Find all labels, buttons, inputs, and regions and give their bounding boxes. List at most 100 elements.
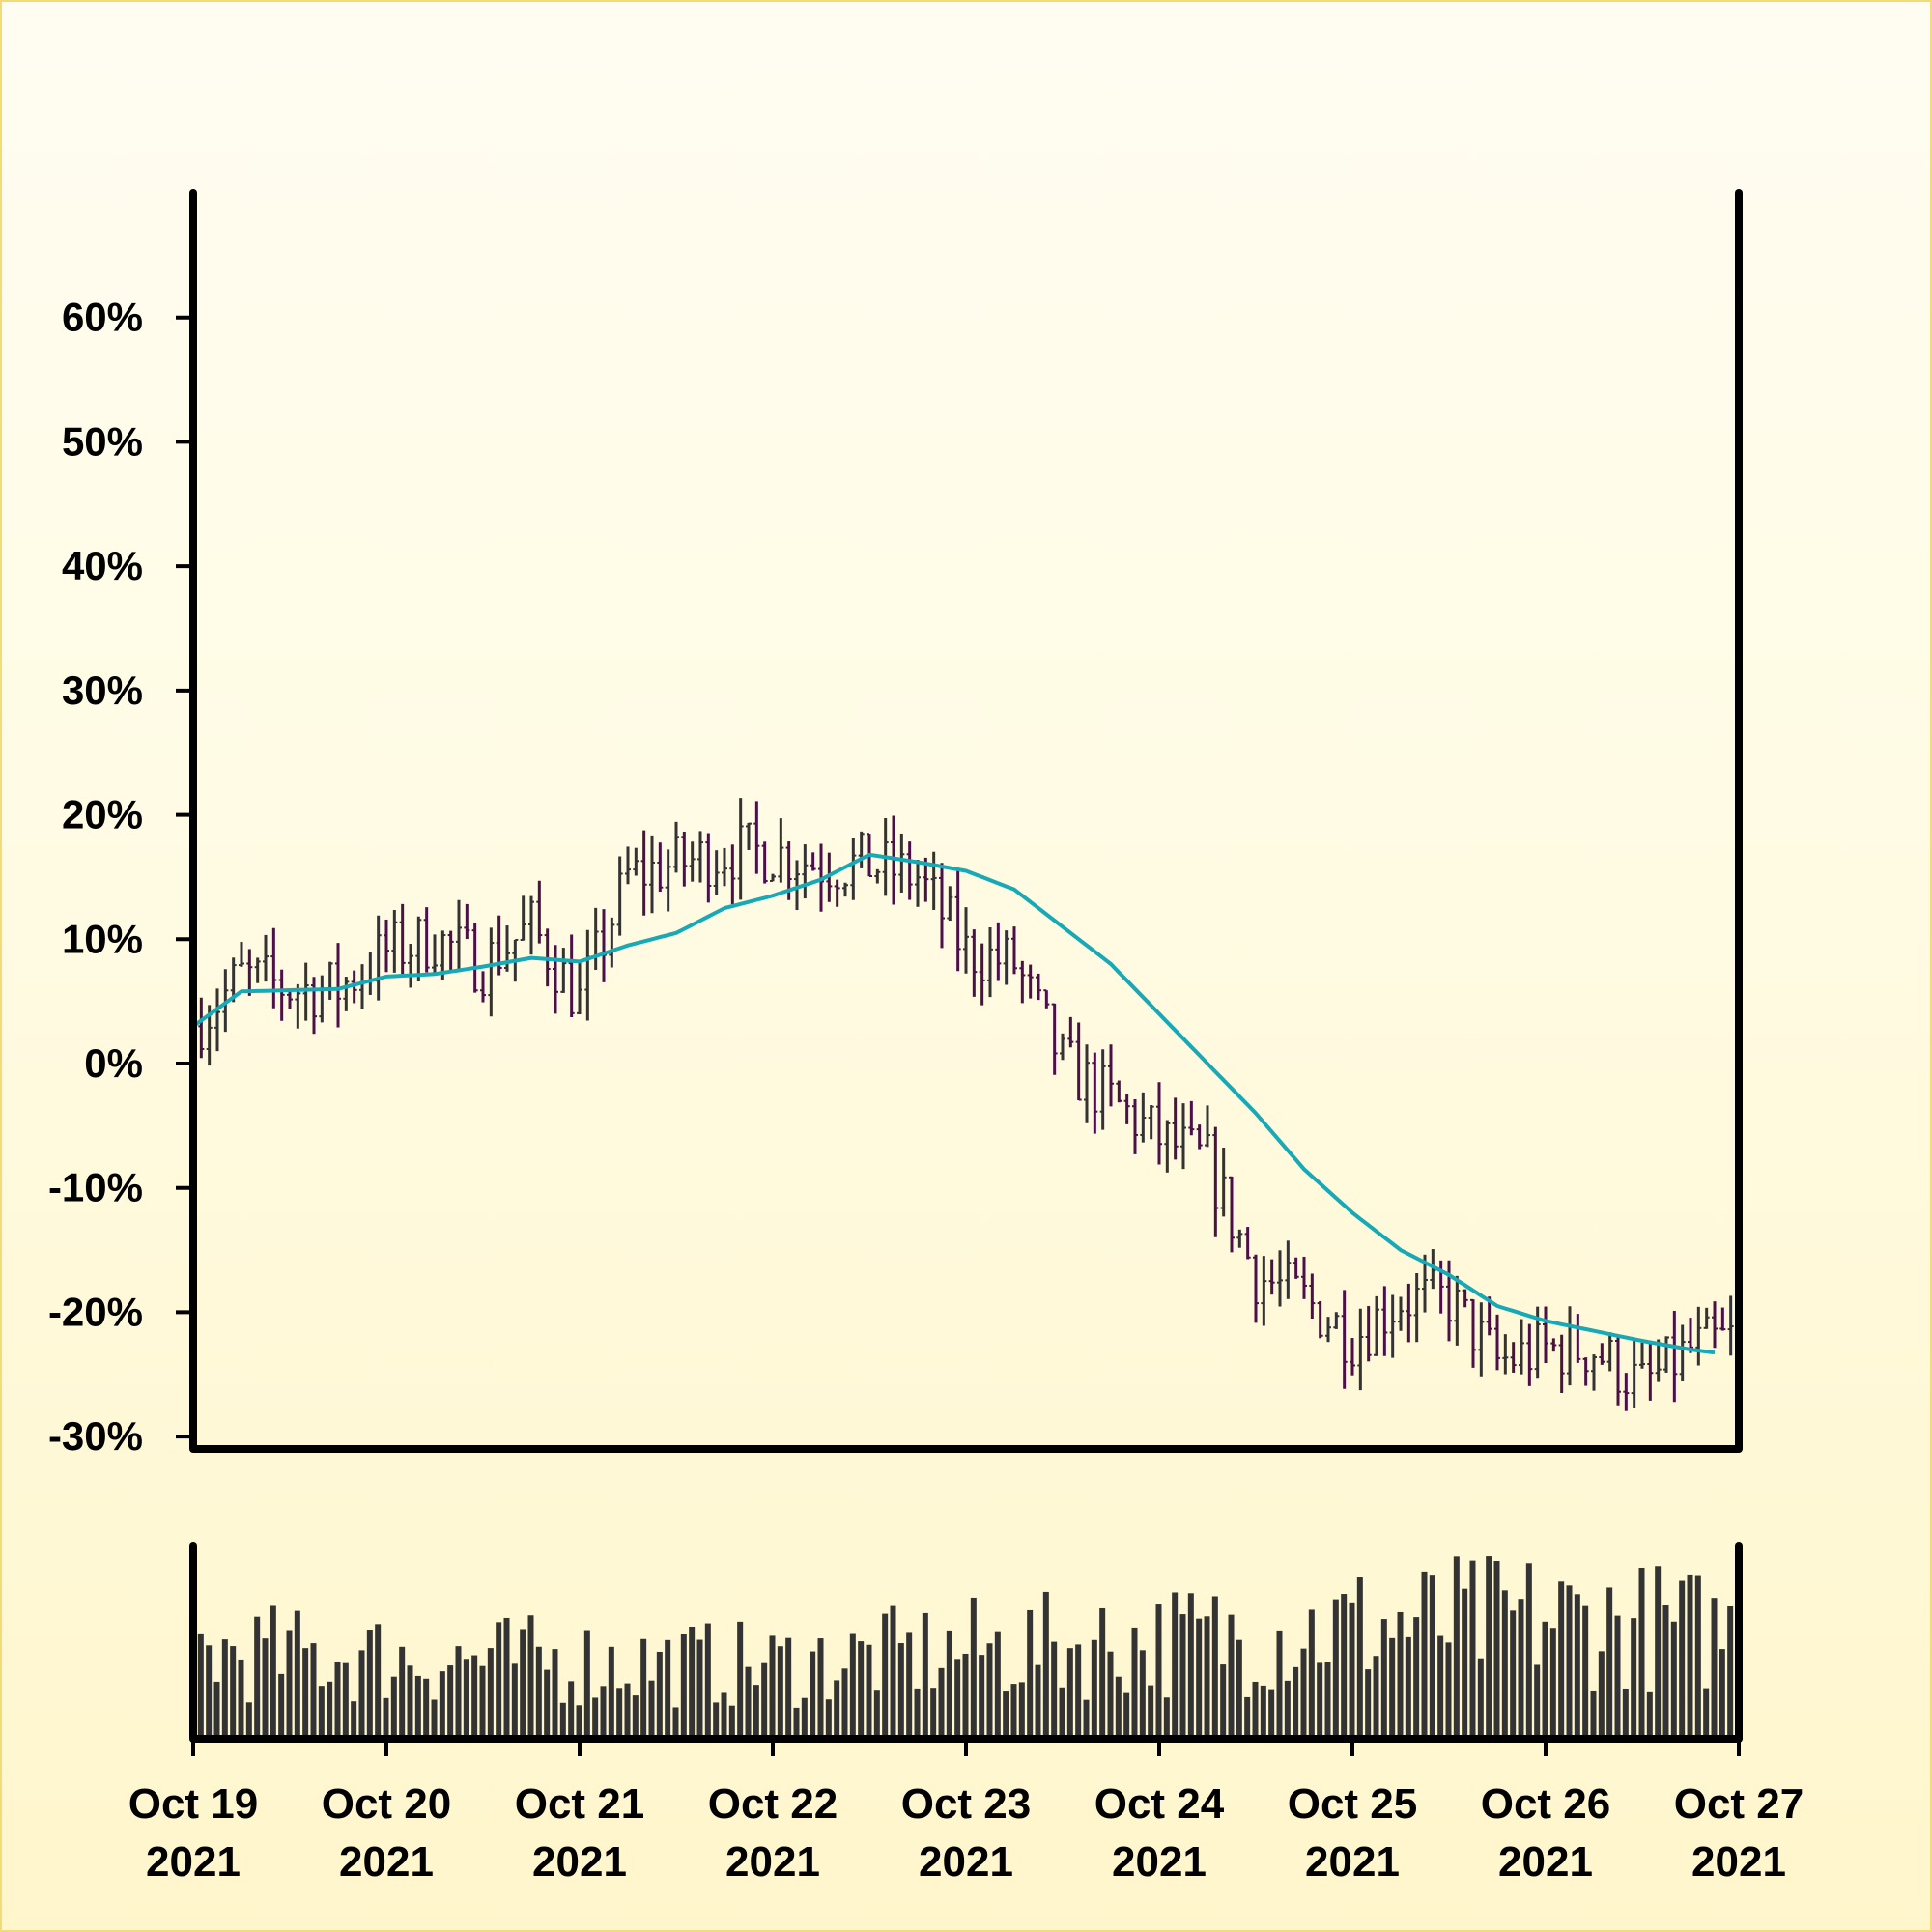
- volume-bar: [1027, 1609, 1034, 1739]
- ohlc-bar: [1639, 1343, 1645, 1369]
- ohlc-bar: [1164, 1120, 1171, 1173]
- ohlc-bar: [1462, 1289, 1468, 1308]
- volume-bar: [245, 1702, 252, 1739]
- volume-bar: [1574, 1594, 1580, 1739]
- volume-bar: [1631, 1618, 1637, 1739]
- ohlc-bar: [1220, 1147, 1227, 1217]
- ohlc-bar: [947, 886, 953, 922]
- volume-bar: [873, 1690, 880, 1739]
- ohlc-bar: [496, 915, 502, 976]
- ohlc-bar: [665, 849, 671, 912]
- volume-bar: [1638, 1567, 1645, 1739]
- x-tick-label-date: Oct 27: [1674, 1780, 1804, 1828]
- ohlc-bar: [874, 868, 881, 884]
- volume-bar: [520, 1629, 526, 1739]
- volume-bar: [511, 1663, 518, 1739]
- y-tick-label: 60%: [62, 295, 143, 340]
- ohlc-bar: [1084, 1044, 1090, 1123]
- ohlc-bar: [504, 925, 510, 972]
- volume-bar: [342, 1662, 349, 1739]
- ohlc-bar: [625, 846, 631, 885]
- ohlc-bar: [408, 944, 413, 988]
- volume-bar: [535, 1646, 542, 1739]
- ohlc-bar: [391, 909, 398, 973]
- volume-bar: [278, 1673, 285, 1739]
- ohlc-bar: [1679, 1324, 1686, 1381]
- ohlc-bar: [1519, 1319, 1524, 1375]
- volume-bar: [375, 1624, 382, 1739]
- ohlc-bar: [689, 841, 696, 882]
- volume-bar: [1590, 1690, 1597, 1739]
- ohlc-bar: [794, 860, 800, 911]
- volume-bar: [954, 1659, 961, 1739]
- volume-bar: [1558, 1581, 1565, 1739]
- volume-bar: [1486, 1556, 1492, 1739]
- volume-bar: [1711, 1598, 1718, 1739]
- ohlc-bar: [1301, 1256, 1307, 1299]
- y-tick-label: 20%: [62, 792, 143, 838]
- ohlc-bar: [1092, 1052, 1098, 1134]
- volume-bar: [1405, 1636, 1411, 1739]
- volume-bar: [1510, 1610, 1517, 1739]
- volume-bar: [1066, 1648, 1073, 1739]
- ohlc-bar: [1695, 1306, 1702, 1366]
- volume-bar: [1332, 1599, 1339, 1739]
- ohlc-bar: [1712, 1301, 1718, 1349]
- volume-bar: [1614, 1615, 1621, 1739]
- volume-bar: [399, 1646, 406, 1739]
- x-tick-label-year: 2021: [1498, 1838, 1593, 1886]
- ohlc-bar: [222, 969, 229, 1033]
- volume-bar: [616, 1688, 623, 1739]
- ohlc-bar: [311, 977, 317, 1035]
- ohlc-bar: [520, 895, 526, 941]
- ohlc-bar: [1285, 1240, 1292, 1299]
- ohlc-bar: [1719, 1307, 1726, 1331]
- volume-bar: [576, 1705, 582, 1739]
- ohlc-bar: [1357, 1308, 1364, 1391]
- volume-bar: [1501, 1590, 1508, 1739]
- y-tick-label: -10%: [48, 1165, 143, 1210]
- ohlc-bar: [850, 838, 857, 900]
- volume-bar: [1727, 1606, 1734, 1739]
- ohlc-bar: [971, 929, 978, 997]
- ohlc-bar: [1454, 1275, 1461, 1346]
- ohlc-bar: [456, 899, 462, 970]
- volume-bar: [1172, 1592, 1179, 1739]
- ohlc-bar: [367, 952, 374, 995]
- ohlc-bar: [335, 943, 341, 1028]
- volume-bar: [704, 1623, 711, 1739]
- ohlc-bar: [713, 850, 720, 895]
- ohlc-bar: [1470, 1298, 1476, 1368]
- ohlc-bar: [616, 856, 623, 936]
- volume-bar: [1155, 1604, 1162, 1739]
- ohlc-bar: [254, 957, 261, 983]
- volume-bar: [801, 1697, 808, 1739]
- ohlc-bar: [1430, 1249, 1436, 1290]
- ohlc-bar: [1389, 1294, 1396, 1358]
- x-tick-label-year: 2021: [725, 1838, 820, 1886]
- volume-bar: [1244, 1696, 1251, 1739]
- ohlc-bar: [802, 844, 809, 899]
- ohlc-bar: [239, 942, 244, 967]
- ohlc-bar: [1543, 1306, 1548, 1364]
- ohlc-bar: [553, 945, 558, 1014]
- volume-bar: [1477, 1658, 1484, 1739]
- y-tick-label: -30%: [48, 1413, 143, 1459]
- volume-bar: [1703, 1688, 1710, 1739]
- volume-bar: [1525, 1563, 1532, 1739]
- volume-bar: [1598, 1651, 1605, 1739]
- ohlc-bar: [858, 831, 865, 868]
- ohlc-bar: [399, 903, 406, 975]
- ohlc-bar: [1148, 1104, 1154, 1140]
- volume-bar: [1083, 1699, 1090, 1739]
- ohlc-bar: [1558, 1334, 1565, 1393]
- volume-bar: [1324, 1662, 1331, 1739]
- ohlc-bar: [423, 907, 430, 973]
- volume-bar: [600, 1686, 607, 1739]
- ohlc-bar: [230, 957, 237, 1003]
- volume-bar: [238, 1659, 244, 1739]
- ohlc-bar: [987, 926, 993, 998]
- volume-bar: [431, 1699, 438, 1739]
- ohlc-bar: [560, 948, 567, 993]
